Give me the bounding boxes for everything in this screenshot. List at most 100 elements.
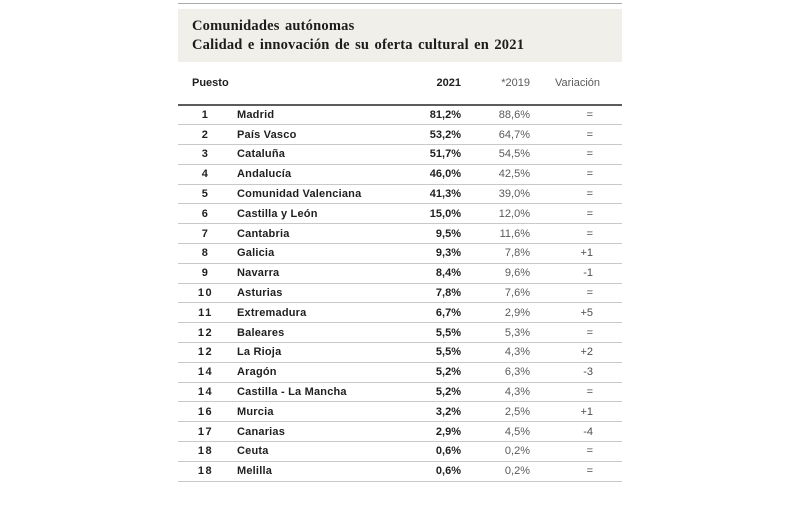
variation-cell: -3 [530,362,622,383]
rank-cell: 1 [178,105,233,126]
rank-cell: 12 [178,322,233,344]
column-header-2019: *2019 [461,62,530,106]
value-2019-cell: 7,6% [461,283,530,304]
value-2019-cell: 0,2% [461,461,530,482]
value-2019-cell: 4,5% [461,421,530,443]
name-cell: Castilla - La Mancha [233,382,383,403]
name-cell: Madrid [233,105,383,126]
title-block: Comunidades autónomas Calidad e innovaci… [178,9,622,62]
value-2019-cell: 5,3% [461,322,530,344]
value-2021-cell: 9,5% [383,223,461,245]
rank-cell: 9 [178,263,233,284]
ranking-table: Puesto 2021 *2019 Variación 1 Madrid 81,… [178,62,622,482]
table-row: 4 Andalucía 46,0% 42,5% = [178,164,622,185]
variation-cell: = [530,461,622,482]
value-2019-cell: 39,0% [461,184,530,205]
rank-cell: 6 [178,203,233,225]
value-2021-cell: 51,7% [383,144,461,165]
rank-cell: 5 [178,184,233,205]
value-2019-cell: 6,3% [461,362,530,383]
variation-cell: -4 [530,421,622,443]
rank-cell: 16 [178,401,233,423]
value-2021-cell: 15,0% [383,203,461,225]
name-cell: Canarias [233,421,383,443]
variation-cell: = [530,322,622,344]
column-header-puesto: Puesto [178,62,383,106]
rank-cell: 18 [178,461,233,482]
table-row: 12 Baleares 5,5% 5,3% = [178,322,622,344]
table-row: 17 Canarias 2,9% 4,5% -4 [178,421,622,443]
rank-cell: 18 [178,441,233,462]
rank-cell: 17 [178,421,233,443]
value-2019-cell: 4,3% [461,342,530,363]
value-2019-cell: 54,5% [461,144,530,165]
variation-cell: = [530,441,622,462]
table-row: 16 Murcia 3,2% 2,5% +1 [178,401,622,423]
table-row: 7 Cantabria 9,5% 11,6% = [178,223,622,245]
value-2021-cell: 5,5% [383,342,461,363]
value-2021-cell: 8,4% [383,263,461,284]
rank-cell: 3 [178,144,233,165]
table-row: 6 Castilla y León 15,0% 12,0% = [178,203,622,225]
name-cell: País Vasco [233,124,383,146]
value-2021-cell: 46,0% [383,164,461,185]
table-row: 14 Castilla - La Mancha 5,2% 4,3% = [178,382,622,403]
value-2019-cell: 7,8% [461,243,530,264]
variation-cell: +5 [530,302,622,324]
name-cell: La Rioja [233,342,383,363]
variation-cell: -1 [530,263,622,284]
value-2019-cell: 2,9% [461,302,530,324]
value-2021-cell: 53,2% [383,124,461,146]
value-2019-cell: 9,6% [461,263,530,284]
column-header-2021: 2021 [383,62,461,106]
table-row: 10 Asturias 7,8% 7,6% = [178,283,622,304]
table-header: Puesto 2021 *2019 Variación [178,62,622,106]
value-2021-cell: 0,6% [383,441,461,462]
table-row: 18 Ceuta 0,6% 0,2% = [178,441,622,462]
variation-cell: = [530,144,622,165]
value-2021-cell: 7,8% [383,283,461,304]
rank-cell: 10 [178,283,233,304]
variation-cell: = [530,382,622,403]
value-2019-cell: 64,7% [461,124,530,146]
value-2021-cell: 0,6% [383,461,461,482]
value-2021-cell: 81,2% [383,105,461,126]
table-row: 1 Madrid 81,2% 88,6% = [178,105,622,126]
name-cell: Aragón [233,362,383,383]
title-line-2: Calidad e innovación de su oferta cultur… [192,37,525,53]
value-2021-cell: 5,5% [383,322,461,344]
rank-cell: 14 [178,362,233,383]
rank-cell: 8 [178,243,233,264]
title-line-1: Comunidades autónomas [192,18,355,34]
infographic-panel: Comunidades autónomas Calidad e innovaci… [178,3,622,482]
table-row: 9 Navarra 8,4% 9,6% -1 [178,263,622,284]
variation-cell: +1 [530,243,622,264]
variation-cell: = [530,184,622,205]
value-2021-cell: 9,3% [383,243,461,264]
variation-cell: +1 [530,401,622,423]
value-2019-cell: 12,0% [461,203,530,225]
name-cell: Asturias [233,283,383,304]
header-row: Puesto 2021 *2019 Variación [178,62,622,106]
table-row: 8 Galicia 9,3% 7,8% +1 [178,243,622,264]
name-cell: Melilla [233,461,383,482]
value-2021-cell: 3,2% [383,401,461,423]
variation-cell: = [530,124,622,146]
rank-cell: 4 [178,164,233,185]
value-2019-cell: 88,6% [461,105,530,126]
value-2019-cell: 42,5% [461,164,530,185]
table-row: 2 País Vasco 53,2% 64,7% = [178,124,622,146]
rank-cell: 7 [178,223,233,245]
name-cell: Navarra [233,263,383,284]
value-2021-cell: 5,2% [383,382,461,403]
name-cell: Extremadura [233,302,383,324]
value-2021-cell: 2,9% [383,421,461,443]
name-cell: Baleares [233,322,383,344]
name-cell: Galicia [233,243,383,264]
name-cell: Castilla y León [233,203,383,225]
value-2019-cell: 4,3% [461,382,530,403]
value-2019-cell: 0,2% [461,441,530,462]
variation-cell: = [530,223,622,245]
name-cell: Murcia [233,401,383,423]
